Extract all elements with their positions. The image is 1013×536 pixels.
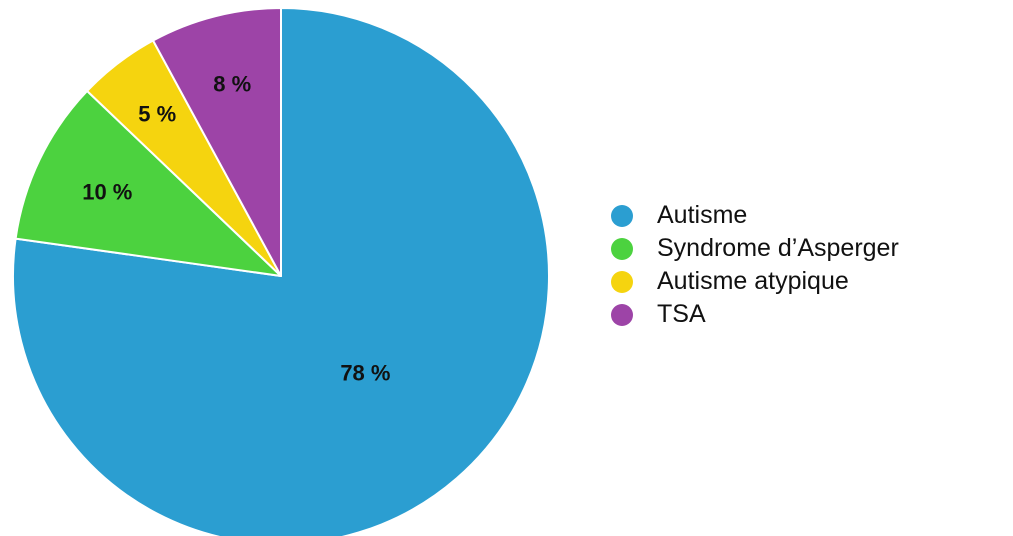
legend-label: Autisme (657, 201, 748, 229)
legend-marker (611, 303, 633, 326)
pie-data-label-2: 10 % (82, 179, 132, 204)
legend-label: TSA (657, 300, 706, 328)
legend-marker (611, 204, 633, 227)
pie-data-labels: 78 % 10 % 5 % 8 % (82, 71, 390, 385)
pie-slice-4 (152, 7, 282, 277)
pie-slice-2 (14, 89, 282, 277)
pie-data-label-3: 5 % (138, 102, 176, 127)
pie-data-label-4: 8 % (213, 71, 251, 96)
legend: Autisme Syndrome d’Asperger Autisme atypiq… (611, 199, 899, 331)
legend-label: Autisme atypique (657, 267, 849, 295)
legend-marker (611, 237, 633, 260)
legend-item: TSA (611, 298, 899, 331)
legend-marker (611, 270, 633, 293)
pie-slices (12, 7, 550, 536)
pie-data-label-1: 78 % (340, 361, 390, 386)
legend-item: Autisme (611, 199, 899, 232)
legend-item: Syndrome d’Asperger (611, 232, 899, 265)
legend-item: Autisme atypique (611, 265, 899, 298)
legend-label: Syndrome d’Asperger (657, 234, 899, 262)
